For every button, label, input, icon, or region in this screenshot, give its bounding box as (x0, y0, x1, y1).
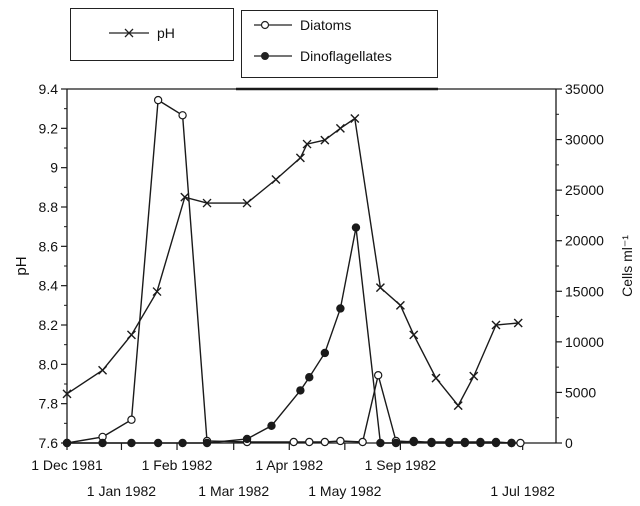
dinoflagellates-point (62, 438, 72, 448)
ph-point (431, 373, 441, 383)
dinoflagellates-point (267, 421, 276, 431)
y-left-tick-label: 9.2 (39, 120, 59, 136)
ph-point (469, 371, 479, 381)
y-left-tick-label: 7.6 (39, 435, 59, 451)
y-right-tick-label: 20000 (565, 233, 604, 249)
y-right-tick-label: 25000 (565, 182, 604, 198)
ph-point (335, 123, 345, 133)
dinoflagellates-point (376, 438, 385, 448)
ph-point (375, 283, 385, 293)
legend-ph: pH (70, 8, 234, 61)
ph-point (350, 114, 360, 123)
diatoms-point (320, 437, 330, 447)
dinoflagellates-point (336, 304, 345, 313)
y-right-tick-label: 0 (565, 435, 573, 451)
diatoms-point (336, 436, 345, 446)
y-left-tick-label: 8.2 (39, 317, 59, 333)
series-layer (62, 95, 525, 448)
y-right-tick-label: 30000 (565, 132, 604, 148)
legend-dinoflagellates-label: Dinoflagellates (300, 48, 392, 64)
y-left-axis-title: pH (13, 256, 30, 275)
dinoflagellates-point (427, 438, 436, 448)
ph-point (152, 287, 162, 297)
x-tick-label-bottom: 1 Mar 1982 (198, 483, 269, 499)
ph-legend-marker-icon (109, 28, 149, 38)
ph-point (126, 330, 136, 340)
y-right-tick-label: 10000 (565, 334, 604, 350)
dinoflagellates-point (445, 438, 454, 448)
diatoms-point (153, 95, 163, 105)
ph-point (302, 139, 312, 149)
ph-point (180, 192, 190, 202)
diatoms-point (127, 415, 136, 424)
x-tick-label-top: 1 Sep 1982 (365, 457, 437, 473)
dinoflagellates-line (67, 227, 512, 444)
dinoflagellates-point (391, 438, 401, 448)
y-left-tick-label: 9.4 (39, 81, 59, 97)
diatoms-line (66, 98, 521, 444)
y-left-tick-label: 8.6 (39, 238, 59, 254)
y-left-tick-label: 8.0 (39, 356, 59, 372)
ph-point (62, 389, 72, 399)
ph-point (513, 318, 523, 328)
ph-point (271, 174, 281, 184)
dinoflagellates-point (305, 373, 314, 382)
ph-point (98, 365, 108, 375)
dinoflagellates-point (409, 436, 418, 446)
y-right-tick-label: 15000 (565, 283, 604, 299)
x-tick-label-top: 1 Dec 1981 (31, 457, 103, 473)
y-left-tick-label: 9 (50, 160, 58, 176)
x-tick-label-top: 1 Feb 1982 (142, 457, 213, 473)
diatoms-point (373, 371, 383, 380)
dinoflagellates-point (491, 438, 501, 448)
diatoms-point (516, 438, 525, 448)
ph-line (66, 117, 519, 407)
y-left-tick-label: 8.4 (39, 278, 59, 294)
axis-labels: 9.4 9.2 9 8.8 8.6 8.4 8.2 8.0 7.8 7.6 35000 30000 25… (13, 81, 635, 499)
ph-point (320, 135, 330, 145)
y-right-axis-title: Cells ml⁻¹ (619, 235, 635, 297)
x-tick-label-bottom: 1 May 1982 (308, 483, 381, 499)
diatoms-point (358, 437, 367, 447)
dinoflagellates-legend-marker-icon (254, 52, 292, 60)
diatoms-point (305, 437, 314, 447)
dinoflagellates-point (202, 438, 212, 448)
ph-point (453, 401, 463, 411)
dinoflagellates-point (507, 438, 516, 448)
dinoflagellates-point (476, 438, 485, 448)
y-left-tick-label: 7.8 (39, 396, 59, 412)
dinoflagellates-point (320, 348, 330, 358)
x-tick-label-bottom: 1 Jan 1982 (87, 483, 156, 499)
ph-point (295, 153, 305, 163)
dinoflagellates-point (178, 438, 187, 448)
y-left-tick-label: 8.8 (39, 199, 59, 215)
y-right-tick-label: 5000 (565, 384, 596, 400)
legend-diatoms-label: Diatoms (300, 17, 352, 33)
x-tick-label-bottom: 1 Jul 1982 (490, 483, 555, 499)
diatoms-point (178, 111, 187, 120)
ph-point (202, 198, 212, 208)
x-tick-label-top: 1 Apr 1982 (255, 457, 323, 473)
legend-ph-label: pH (157, 25, 175, 41)
dinoflagellates-point (98, 438, 107, 448)
y-right-tick-label: 35000 (565, 81, 604, 97)
dinoflagellates-point (460, 438, 470, 448)
ph-point (395, 300, 405, 310)
diatoms-legend-marker-icon (254, 20, 292, 30)
ph-point (242, 198, 252, 208)
dinoflagellates-point (242, 434, 252, 444)
diatoms-point (289, 437, 298, 447)
legend-cells: Diatoms Dinoflagellates (241, 10, 438, 78)
dinoflagellates-point (153, 438, 163, 448)
dinoflagellates-point (127, 438, 136, 448)
dinoflagellates-point (296, 386, 305, 395)
dinoflagellates-point (351, 223, 361, 232)
ph-point (491, 320, 501, 330)
ph-point (409, 330, 419, 340)
